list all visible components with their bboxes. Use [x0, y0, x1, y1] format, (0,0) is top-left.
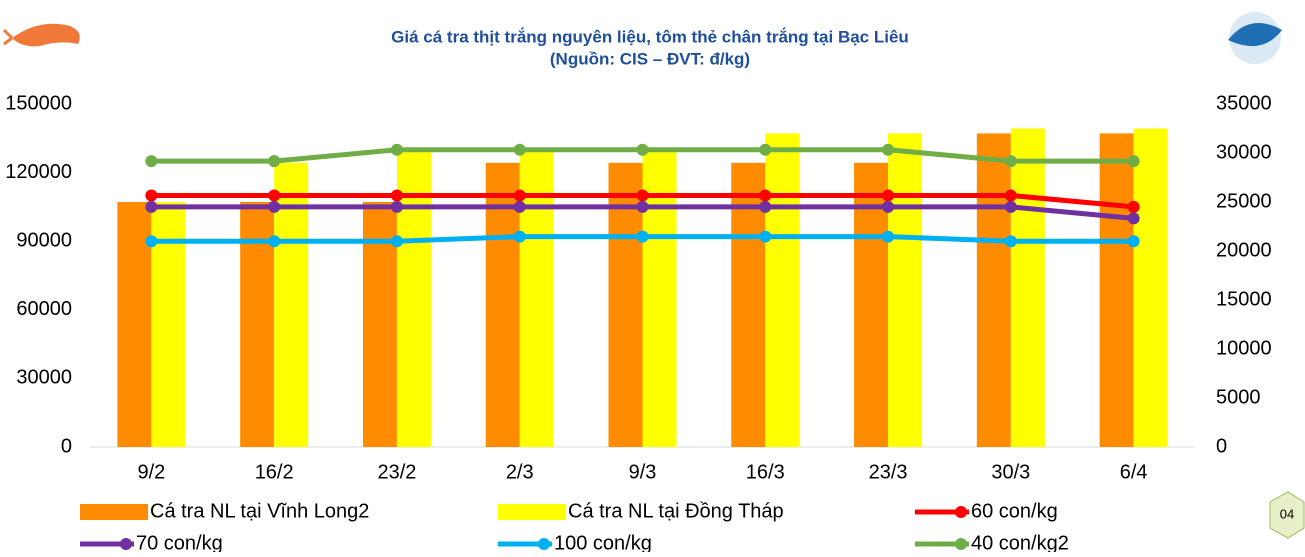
y2-tick-label: 5000	[1216, 386, 1261, 408]
chart-title: Giá cá tra thịt trắng nguyên liệu, tôm t…	[391, 27, 909, 46]
marker	[268, 235, 281, 248]
marker	[1004, 200, 1017, 213]
marker	[636, 200, 649, 213]
legend-swatch	[498, 504, 566, 520]
y-tick-label: 90000	[16, 229, 72, 251]
marker	[145, 235, 158, 248]
marker	[759, 143, 772, 156]
bar	[608, 162, 643, 448]
marker	[1004, 189, 1017, 202]
marker	[268, 189, 281, 202]
marker	[1004, 235, 1017, 248]
marker	[1127, 212, 1140, 225]
legend-swatch	[80, 504, 148, 520]
bar	[765, 133, 800, 447]
marker	[513, 230, 526, 243]
marker	[268, 200, 281, 213]
bar	[731, 162, 766, 448]
x-tick-label: 30/3	[991, 461, 1030, 483]
x-tick-label: 23/2	[377, 461, 416, 483]
page-number: 04	[1280, 506, 1294, 521]
bar	[1133, 128, 1168, 447]
marker	[636, 189, 649, 202]
y-tick-label: 150000	[5, 92, 72, 114]
marker	[636, 230, 649, 243]
marker	[145, 189, 158, 202]
y2-tick-label: 30000	[1216, 141, 1272, 163]
shrimp-icon	[2, 23, 80, 47]
marker	[513, 143, 526, 156]
x-tick-label: 6/4	[1120, 461, 1148, 483]
marker	[882, 143, 895, 156]
marker	[759, 189, 772, 202]
legend-label: Cá tra NL tại Đồng Tháp	[568, 500, 784, 522]
page-badge	[1269, 491, 1305, 539]
fish-icon	[1228, 12, 1282, 64]
y2-tick-label: 10000	[1216, 337, 1272, 359]
legend-label: 70 con/kg	[136, 532, 223, 552]
bar	[888, 133, 923, 447]
legend-swatch	[120, 538, 132, 550]
marker	[513, 200, 526, 213]
y-tick-label: 0	[61, 435, 72, 457]
y2-tick-label: 20000	[1216, 239, 1272, 261]
x-tick-label: 9/3	[629, 461, 657, 483]
marker	[759, 200, 772, 213]
marker	[636, 143, 649, 156]
marker	[882, 189, 895, 202]
marker	[390, 189, 403, 202]
marker	[145, 200, 158, 213]
marker	[513, 189, 526, 202]
marker	[759, 230, 772, 243]
bar	[485, 162, 520, 448]
y-tick-label: 60000	[16, 298, 72, 320]
legend-swatch	[955, 506, 967, 518]
legend-swatch	[955, 538, 967, 550]
marker	[145, 155, 158, 168]
y2-tick-label: 25000	[1216, 190, 1272, 212]
y2-tick-label: 0	[1216, 435, 1227, 457]
marker	[1004, 155, 1017, 168]
x-tick-label: 9/2	[137, 461, 165, 483]
marker	[1127, 155, 1140, 168]
y2-tick-label: 35000	[1216, 92, 1272, 114]
marker	[390, 143, 403, 156]
x-tick-label: 23/3	[869, 461, 908, 483]
bar	[976, 133, 1011, 447]
x-tick-label: 16/2	[255, 461, 294, 483]
bar	[274, 162, 309, 448]
marker	[390, 235, 403, 248]
x-tick-label: 2/3	[506, 461, 534, 483]
y-tick-label: 30000	[16, 367, 72, 389]
legend-swatch	[538, 538, 550, 550]
marker	[882, 200, 895, 213]
marker	[882, 230, 895, 243]
y-tick-label: 120000	[5, 161, 72, 183]
legend-label: 60 con/kg	[971, 500, 1058, 522]
chart-subtitle: (Nguồn: CIS – ĐVT: đ/kg)	[550, 49, 750, 68]
legend-label: 40 con/kg2	[971, 532, 1069, 552]
bar	[1099, 133, 1134, 447]
marker	[1127, 200, 1140, 213]
bar	[854, 162, 889, 448]
bar	[1010, 128, 1045, 447]
legend-label: 100 con/kg	[554, 532, 652, 552]
marker	[1127, 235, 1140, 248]
x-tick-label: 16/3	[746, 461, 785, 483]
y2-tick-label: 15000	[1216, 288, 1272, 310]
marker	[268, 155, 281, 168]
legend-label: Cá tra NL tại Vĩnh Long2	[150, 500, 369, 522]
marker	[390, 200, 403, 213]
